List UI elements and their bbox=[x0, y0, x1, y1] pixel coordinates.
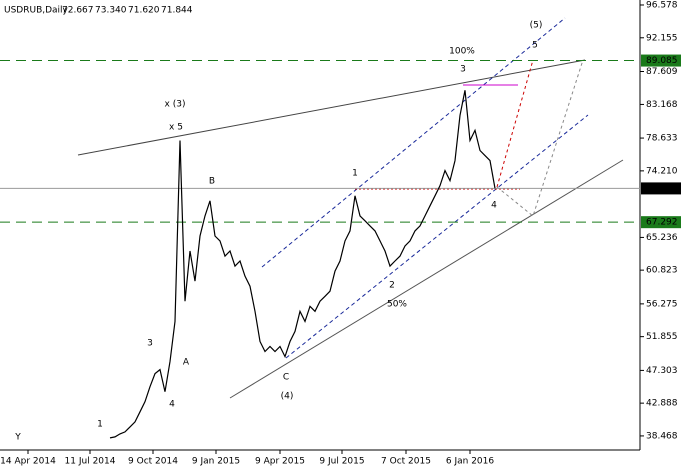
wave-label: x (3) bbox=[165, 100, 186, 110]
wave-label: 4 bbox=[169, 400, 175, 410]
x-tick-label: 7 Oct 2015 bbox=[381, 457, 431, 467]
wave-label: (4) bbox=[281, 392, 294, 402]
y-tick-label: 92.155 bbox=[646, 33, 678, 43]
price-line bbox=[109, 90, 496, 439]
price-box bbox=[641, 216, 681, 229]
y-tick-label: 51.855 bbox=[646, 332, 678, 342]
wave-label: 5 bbox=[532, 41, 538, 51]
channel-line bbox=[261, 17, 566, 268]
y-tick-label: 83.168 bbox=[646, 100, 678, 110]
chart-title: USDRUB,Daily bbox=[4, 6, 69, 16]
channel-line bbox=[285, 114, 589, 359]
y-tick-label: 38.468 bbox=[646, 431, 678, 441]
wave-label: 1 bbox=[352, 169, 358, 179]
y-tick-label: 56.275 bbox=[646, 299, 678, 309]
ohlc-value: 71.844 bbox=[161, 6, 193, 16]
y-tick-label: 78.633 bbox=[646, 134, 678, 144]
price-box bbox=[641, 182, 681, 195]
price-label: 71.844 bbox=[646, 184, 678, 194]
y-tick-label: 74.210 bbox=[646, 166, 678, 176]
wave-label: 3 bbox=[460, 65, 466, 75]
price-label: 67.292 bbox=[646, 218, 678, 228]
wave-label: 1 bbox=[97, 420, 103, 430]
y-tick-label: 87.609 bbox=[646, 67, 678, 77]
wave-label: 2 bbox=[389, 281, 395, 291]
x-tick-label: 11 Jul 2014 bbox=[65, 457, 116, 467]
x-tick-label: 6 Jan 2016 bbox=[446, 457, 494, 467]
wave-label: (5) bbox=[530, 21, 543, 31]
wave-label: B bbox=[209, 177, 215, 187]
y-tick-label: 65.236 bbox=[646, 233, 678, 243]
wave-label: x 5 bbox=[169, 123, 183, 133]
x-tick-label: 9 Oct 2014 bbox=[128, 457, 178, 467]
wave-label: Y bbox=[14, 433, 21, 443]
wave-label: 50% bbox=[387, 300, 407, 310]
wave-label: A bbox=[183, 358, 190, 368]
wave-lines bbox=[77, 17, 624, 399]
price-box bbox=[641, 54, 681, 67]
y-tick-label: 42.888 bbox=[646, 399, 678, 409]
ohlc-value: 73.340 bbox=[95, 6, 127, 16]
ohlc-value: 72.667 bbox=[62, 6, 94, 16]
y-tick-label: 60.823 bbox=[646, 266, 678, 276]
y-tick-label: 96.578 bbox=[646, 0, 678, 10]
projection-line bbox=[496, 59, 534, 188]
y-tick-label: 47.303 bbox=[646, 366, 678, 376]
wave-label: 4 bbox=[491, 201, 497, 211]
x-tick-label: 14 Apr 2014 bbox=[0, 457, 56, 467]
price-label: 89.085 bbox=[646, 56, 678, 66]
trend-line bbox=[229, 159, 624, 399]
wave-label: 100% bbox=[449, 47, 475, 57]
x-tick-label: 9 Apr 2015 bbox=[255, 457, 305, 467]
wave-label: 3 bbox=[147, 339, 153, 349]
ohlc-value: 71.620 bbox=[128, 6, 160, 16]
wave-label: C bbox=[283, 373, 289, 383]
x-tick-label: 9 Jan 2015 bbox=[192, 457, 240, 467]
trend-line bbox=[77, 59, 586, 156]
x-tick-label: 9 Jul 2015 bbox=[319, 457, 364, 467]
